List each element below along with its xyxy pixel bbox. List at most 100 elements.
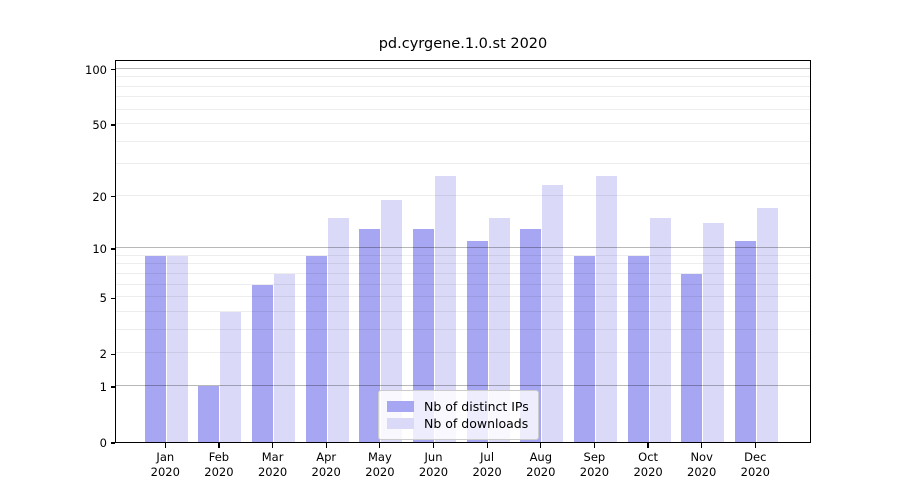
x-axis-tick-mark (271, 443, 274, 448)
legend: Nb of distinct IPs Nb of downloads (378, 390, 539, 440)
bar-distinct-ips (198, 385, 220, 442)
gridline-minor (116, 140, 810, 142)
bar-distinct-ips (413, 228, 434, 442)
y-axis-tick-mark (110, 124, 115, 126)
x-axis-year-label: 2020 (150, 465, 180, 479)
y-axis-tick-label: 50 (92, 118, 107, 132)
bar-downloads (488, 217, 510, 442)
x-axis-tick-label: Aug 2020 (509, 450, 573, 480)
x-axis-tick-label: Jul 2020 (455, 450, 519, 480)
bar-downloads (166, 255, 188, 442)
chart-title: pd.cyrgene.1.0.st 2020 (378, 36, 548, 52)
bar-downloads (649, 217, 671, 442)
legend-row: Nb of downloads (387, 416, 529, 431)
x-axis-tick-mark (379, 443, 381, 448)
gridline-minor (116, 272, 810, 274)
x-axis-month-label: Aug (529, 450, 553, 464)
x-axis-tick-label: Oct 2020 (616, 450, 680, 480)
gridline-minor (116, 163, 810, 165)
bar-downloads (327, 217, 349, 442)
x-axis-month-label: Oct (638, 450, 659, 464)
x-axis-tick-mark (486, 443, 488, 448)
gridline-minor (116, 123, 810, 124)
gridline-minor (116, 108, 810, 110)
legend-label: Nb of downloads (424, 416, 529, 431)
legend-label: Nb of distinct IPs (424, 398, 529, 414)
x-axis-tick-label: May 2020 (348, 450, 412, 480)
legend-swatch-downloads (387, 418, 414, 429)
gridline-minor (116, 328, 810, 330)
x-axis-month-label: Apr (316, 450, 337, 464)
y-axis-tick-label: 5 (99, 291, 107, 306)
gridline-minor (116, 96, 810, 98)
x-axis-year-label: 2020 (579, 465, 610, 479)
gridline-minor (116, 76, 810, 78)
x-axis-year-label: 2020 (526, 465, 556, 479)
bar-distinct-ips (305, 255, 327, 442)
x-axis-tick-label: Jan 2020 (133, 450, 197, 480)
bar-distinct-ips (359, 228, 381, 442)
plot-area: Nb of distinct IPs Nb of downloads (115, 60, 811, 443)
legend-swatch-distinct-ips (387, 400, 414, 412)
x-axis-month-label: Mar (261, 450, 284, 464)
x-axis-month-label: Jan (156, 450, 175, 464)
bar-distinct-ips (252, 284, 274, 442)
x-axis-year-label: 2020 (633, 465, 663, 479)
x-axis-year-label: 2020 (472, 465, 502, 479)
y-axis-tick-mark (110, 69, 115, 71)
x-axis-tick-label: Mar 2020 (241, 450, 305, 480)
gridline-major (116, 384, 810, 386)
y-axis-tick-label: 1 (99, 379, 107, 394)
bar-distinct-ips (627, 255, 649, 442)
x-axis-month-label: Sep (583, 450, 606, 464)
x-axis-tick-mark (701, 443, 703, 448)
x-axis-month-label: Feb (208, 450, 230, 464)
x-axis-tick-mark (164, 443, 166, 448)
y-axis-tick-mark (110, 196, 115, 198)
bar-distinct-ips (734, 241, 756, 442)
x-axis-tick-label: Apr 2020 (294, 450, 358, 480)
y-axis-tick-mark (110, 442, 115, 444)
bar-downloads (703, 223, 725, 442)
x-axis-tick-mark (593, 443, 596, 448)
y-axis-tick-mark (110, 386, 115, 388)
bar-downloads (595, 175, 617, 442)
y-axis-tick-label: 100 (85, 62, 107, 77)
gridline-minor (116, 85, 810, 87)
x-axis-month-label: May (368, 450, 392, 464)
x-axis-month-label: Nov (690, 450, 713, 464)
gridline-minor (116, 263, 810, 265)
x-axis-tick-mark (325, 443, 327, 448)
gridline-minor (116, 254, 810, 256)
bar-downloads (542, 185, 564, 442)
x-axis-month-label: Dec (744, 450, 767, 464)
gridline-minor (116, 296, 810, 298)
x-axis-month-label: Jun (424, 450, 443, 464)
x-axis-tick-label: Sep 2020 (562, 450, 626, 480)
bar-distinct-ips (681, 273, 703, 442)
bar-downloads (220, 311, 242, 442)
x-axis-month-label: Jul (480, 450, 495, 464)
bar-downloads (381, 199, 403, 442)
x-axis-tick-mark (218, 443, 220, 448)
x-axis-tick-mark (540, 443, 542, 448)
y-axis-tick-label: 2 (99, 347, 107, 362)
x-axis-year-label: 2020 (311, 465, 341, 479)
legend-row: Nb of distinct IPs (387, 399, 529, 414)
x-axis-year-label: 2020 (740, 465, 770, 479)
y-axis-tick-mark (110, 353, 115, 355)
x-axis-year-label: 2020 (365, 465, 395, 479)
gridline-minor (116, 283, 810, 285)
x-axis-year-label: 2020 (687, 465, 717, 479)
y-axis-tick-label: 10 (92, 242, 107, 257)
y-axis-tick-mark (110, 297, 115, 299)
gridline-major (116, 67, 810, 69)
x-axis-year-label: 2020 (257, 465, 288, 479)
gridline-minor (116, 310, 810, 312)
gridline-minor (116, 352, 810, 354)
x-axis-tick-label: Nov 2020 (670, 450, 734, 480)
x-axis-year-label: 2020 (418, 465, 449, 479)
bar-downloads (435, 175, 456, 442)
x-axis-year-label: 2020 (204, 465, 234, 479)
x-axis-tick-mark (754, 443, 756, 448)
